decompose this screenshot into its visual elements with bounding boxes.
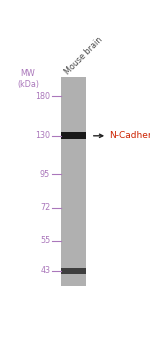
Text: 43: 43 xyxy=(40,266,50,276)
Text: 95: 95 xyxy=(40,170,50,179)
Text: 180: 180 xyxy=(35,92,50,101)
Text: 55: 55 xyxy=(40,236,50,245)
Bar xyxy=(61,268,86,274)
Text: Mouse brain: Mouse brain xyxy=(64,35,105,76)
Bar xyxy=(61,132,86,139)
Text: MW
(kDa): MW (kDa) xyxy=(17,69,39,89)
Text: N-Cadherin: N-Cadherin xyxy=(110,131,150,140)
Text: 130: 130 xyxy=(35,131,50,140)
Text: 72: 72 xyxy=(40,203,50,213)
